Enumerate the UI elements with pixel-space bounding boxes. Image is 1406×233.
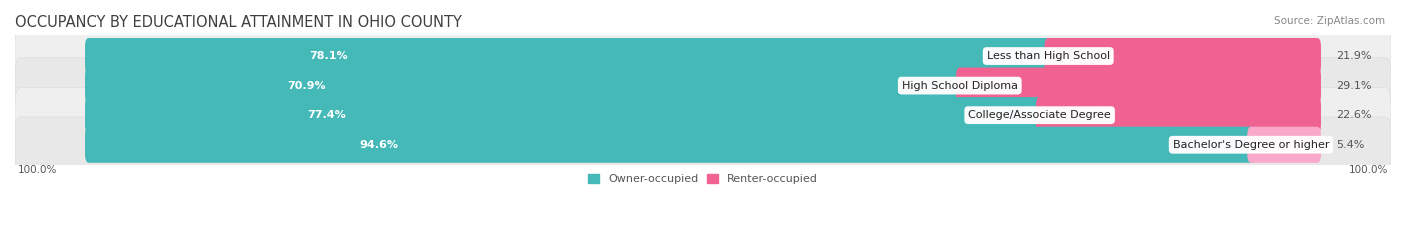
Text: 70.9%: 70.9%	[287, 81, 326, 91]
Text: 29.1%: 29.1%	[1336, 81, 1371, 91]
Text: 77.4%: 77.4%	[307, 110, 346, 120]
FancyBboxPatch shape	[15, 58, 1391, 113]
Text: 94.6%: 94.6%	[360, 140, 399, 150]
Text: High School Diploma: High School Diploma	[901, 81, 1018, 91]
FancyBboxPatch shape	[15, 117, 1391, 173]
Text: 100.0%: 100.0%	[17, 165, 56, 175]
Text: 21.9%: 21.9%	[1336, 51, 1371, 61]
Text: OCCUPANCY BY EDUCATIONAL ATTAINMENT IN OHIO COUNTY: OCCUPANCY BY EDUCATIONAL ATTAINMENT IN O…	[15, 15, 463, 30]
FancyBboxPatch shape	[1045, 38, 1322, 74]
Text: 100.0%: 100.0%	[1350, 165, 1389, 175]
FancyBboxPatch shape	[84, 68, 963, 104]
Text: Source: ZipAtlas.com: Source: ZipAtlas.com	[1274, 16, 1385, 26]
FancyBboxPatch shape	[84, 97, 1043, 133]
Text: Less than High School: Less than High School	[987, 51, 1109, 61]
FancyBboxPatch shape	[84, 38, 1052, 74]
FancyBboxPatch shape	[1036, 97, 1322, 133]
Text: 78.1%: 78.1%	[309, 51, 347, 61]
FancyBboxPatch shape	[956, 68, 1322, 104]
Text: College/Associate Degree: College/Associate Degree	[969, 110, 1111, 120]
Text: Bachelor's Degree or higher: Bachelor's Degree or higher	[1173, 140, 1329, 150]
Text: 22.6%: 22.6%	[1336, 110, 1371, 120]
FancyBboxPatch shape	[1247, 127, 1322, 163]
Text: 5.4%: 5.4%	[1336, 140, 1364, 150]
Legend: Owner-occupied, Renter-occupied: Owner-occupied, Renter-occupied	[583, 169, 823, 188]
FancyBboxPatch shape	[84, 127, 1254, 163]
FancyBboxPatch shape	[15, 87, 1391, 143]
FancyBboxPatch shape	[15, 28, 1391, 84]
